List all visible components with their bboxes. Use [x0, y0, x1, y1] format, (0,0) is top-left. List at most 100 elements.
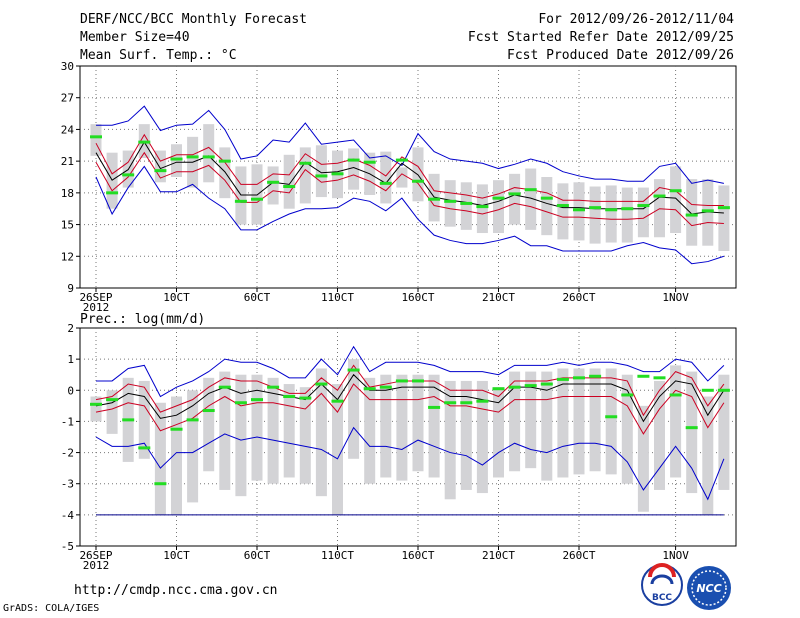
prec-box — [203, 377, 215, 472]
temp-box — [235, 166, 247, 225]
prec-observed-marker — [717, 388, 730, 392]
prec-xtick-label: 210CT — [482, 549, 515, 562]
temp-box — [654, 179, 665, 238]
prec-box — [267, 377, 279, 484]
forecast-produced: Fcst Produced Date 2012/09/26 — [507, 48, 734, 63]
temp-box — [621, 187, 633, 243]
prec-observed-marker — [444, 401, 457, 405]
prec-observed-marker — [637, 374, 650, 378]
prec-box — [573, 368, 585, 475]
ncc-logo: NCC — [687, 566, 731, 610]
temp-observed-marker — [524, 188, 537, 192]
temp-observed-marker — [138, 140, 151, 144]
temp-observed-marker — [428, 197, 441, 201]
prec-observed-marker — [412, 379, 424, 383]
temp-observed-marker — [605, 208, 618, 212]
prec-box — [557, 368, 569, 478]
temp-observed-marker — [283, 185, 296, 189]
forecast-period: For 2012/09/26-2012/11/04 — [538, 12, 734, 27]
prec-box — [187, 390, 199, 503]
prec-box — [348, 359, 360, 459]
temp-observed-marker — [685, 213, 698, 217]
temp-ytick-label: 30 — [61, 60, 74, 73]
temp-ytick-label: 27 — [61, 92, 74, 105]
temp-observed-marker — [669, 189, 682, 193]
prec-box — [718, 374, 730, 490]
prec-box — [428, 374, 440, 478]
bcc-logo: BCC — [641, 563, 683, 606]
forecast-started: Fcst Started Refer Date 2012/09/25 — [467, 30, 734, 45]
prec-box — [154, 402, 166, 515]
temp-observed-marker — [621, 207, 634, 211]
temp-observed-marker — [412, 179, 424, 183]
prec-min-line — [95, 426, 725, 501]
prec-box — [525, 371, 537, 469]
temp-box — [171, 144, 182, 177]
prec-box — [219, 371, 231, 490]
temp-box — [219, 147, 231, 199]
prec-ytick-label: -5 — [61, 540, 74, 553]
temp-box — [702, 179, 714, 246]
temp-observed-marker — [218, 159, 231, 163]
temperature-panel: 9 12 15 18 21 24 27 30 26SEP 10CT 60CT 110CT 160CT 21… — [61, 60, 737, 314]
temp-box — [525, 168, 537, 230]
temp-xtick-label: 1NOV — [662, 291, 689, 304]
prec-observed-marker — [556, 377, 569, 381]
member-size: Member Size=40 — [80, 30, 190, 45]
temp-box — [589, 186, 601, 244]
temp-observed-marker — [90, 135, 102, 139]
prec-mean-line — [95, 373, 725, 423]
grads-credit: GrADS: COLA/IGES — [3, 603, 100, 614]
temp-observed-marker — [444, 199, 457, 203]
prec-observed-marker — [218, 385, 231, 389]
temp-observed-marker — [186, 155, 199, 159]
prec-observed-marker — [138, 446, 151, 450]
prec-observed-marker — [315, 382, 328, 386]
temp-box — [493, 180, 504, 234]
prec-ytick-label: 2 — [67, 322, 74, 335]
prec-box — [509, 371, 521, 472]
temp-box — [605, 185, 617, 243]
prec-box — [106, 390, 118, 434]
source-url[interactable]: http://cmdp.ncc.cma.gov.cn — [74, 583, 278, 598]
prec-box — [332, 384, 343, 515]
prec-box — [283, 384, 295, 478]
prec-ytick-label: 0 — [67, 384, 74, 397]
temp-box — [637, 187, 649, 238]
temp-box — [396, 167, 408, 188]
temp-observed-marker — [508, 192, 521, 196]
prec-observed-marker — [395, 379, 408, 383]
prec-observed-marker — [90, 402, 102, 406]
temp-box — [428, 173, 440, 222]
temp-xtick-label: 60CT — [244, 291, 271, 304]
prec-box — [621, 374, 633, 484]
prec-box — [138, 380, 150, 459]
temp-xtick-year: 2012 — [83, 301, 110, 314]
temp-observed-marker — [106, 191, 119, 195]
temp-observed-marker — [460, 201, 473, 205]
temp-observed-marker — [653, 194, 666, 198]
prec-observed-marker — [331, 399, 344, 403]
prec-ytick-label: 1 — [67, 353, 74, 366]
temp-box — [541, 177, 553, 236]
prec-observed-marker — [299, 396, 312, 400]
temp-box — [267, 166, 279, 205]
prec-box — [396, 374, 408, 481]
prec-box — [654, 380, 665, 490]
prec-observed-marker — [621, 393, 634, 397]
temp-box — [380, 151, 392, 204]
ncc-logo-text: NCC — [696, 582, 721, 595]
temp-observed-marker — [379, 181, 392, 185]
prec-box — [476, 380, 488, 494]
precipitation-panel: -5 -4 -3 -2 -1 0 1 2 26SEP 10CT 60CT 110CT 160CT 210C… — [61, 322, 737, 572]
temp-xtick-label: 26SEP — [79, 291, 112, 304]
temp-lower-line — [95, 151, 724, 227]
prec-observed-marker — [106, 398, 119, 402]
prec-observed-marker — [234, 401, 247, 405]
temp-observed-marker — [701, 209, 714, 213]
prec-observed-marker — [685, 426, 698, 430]
prec-box — [541, 371, 553, 481]
prec-ytick-label: -4 — [61, 509, 75, 522]
temp-observed-marker — [170, 157, 183, 161]
